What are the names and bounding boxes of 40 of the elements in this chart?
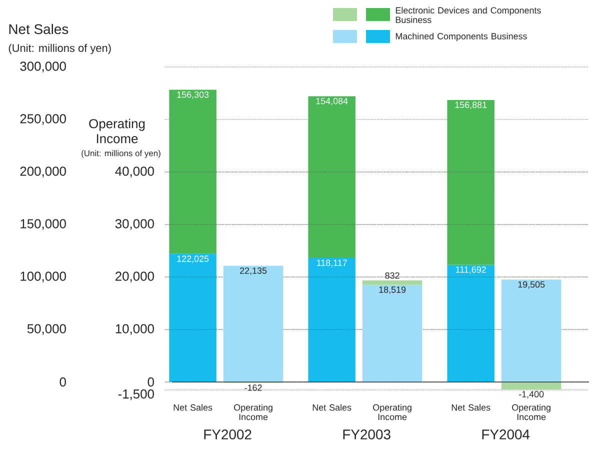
- x-tick-label: FY2004: [482, 430, 530, 440]
- data-label: -162: [244, 384, 262, 391]
- legend-label: Electronic Devices and Components Business: [396, 6, 541, 24]
- text: Operating Income: [373, 404, 412, 420]
- x-tick-label: FY2003: [343, 430, 390, 440]
- text: Net Sales: [174, 404, 212, 411]
- data-label: 832: [385, 272, 400, 279]
- y2-axis-title: Operating Income: [89, 118, 145, 144]
- y2-tick-label: 0: [148, 377, 154, 387]
- text: (Unit: millions of yen): [82, 150, 160, 158]
- data-label: 156,303: [177, 91, 209, 99]
- y2-tick-label: 10,000: [116, 324, 154, 335]
- y-tick-label: 150,000: [20, 219, 66, 230]
- y-axis-title: Net Sales: [9, 24, 68, 34]
- data-label: 156,881: [455, 102, 487, 110]
- data-label: 111,692: [456, 266, 486, 274]
- y-tick-label: 100,000: [20, 272, 66, 282]
- y2-tick-label: 40,000: [115, 166, 154, 178]
- text: Operating Income: [512, 404, 550, 420]
- y2-tick-label: 30,000: [115, 219, 154, 230]
- data-label: 118,117: [316, 260, 347, 268]
- text: Net Sales: [452, 404, 490, 411]
- y-tick-label: 0: [60, 377, 66, 387]
- data-label: -1,400: [519, 391, 544, 398]
- text: Net Sales: [312, 404, 352, 411]
- data-label: 18,519: [379, 286, 406, 294]
- data-label: 154,084: [316, 98, 348, 106]
- y2-tick-label: -1,500: [118, 389, 154, 400]
- y-tick-label: 50,000: [27, 324, 66, 335]
- text: (Unit: millions of yen): [8, 44, 111, 54]
- y-tick-label: 200,000: [20, 166, 66, 178]
- y-tick-label: 250,000: [20, 114, 66, 125]
- legend-label: Machined Components Business: [396, 32, 527, 42]
- data-label: 122,025: [177, 256, 209, 263]
- x-tick-label: FY2002: [204, 430, 252, 440]
- data-label: 22,135: [240, 267, 267, 275]
- y2-tick-label: 20,000: [116, 272, 154, 282]
- text: Operating Income: [234, 404, 272, 420]
- data-label: 19,505: [518, 281, 545, 289]
- y-tick-label: 300,000: [20, 62, 66, 72]
